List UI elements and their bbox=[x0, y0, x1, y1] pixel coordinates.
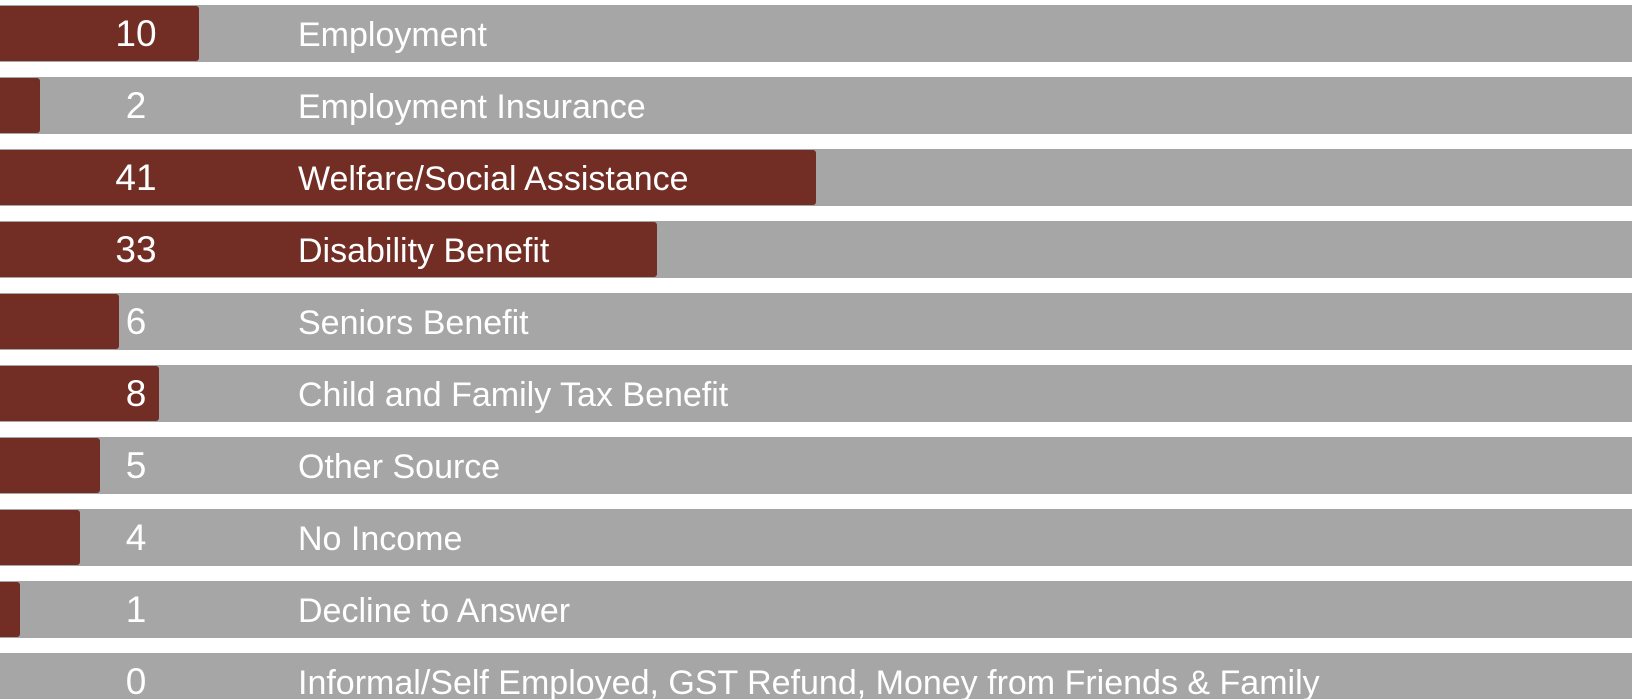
value-label: 33 bbox=[115, 229, 157, 270]
bar bbox=[0, 366, 159, 421]
bar bbox=[0, 438, 100, 493]
bar-row: 33 Disability Benefit bbox=[0, 221, 1632, 278]
value-label: 6 bbox=[125, 301, 147, 342]
category-label: Seniors Benefit bbox=[298, 304, 529, 342]
bar-row: 10 Employment bbox=[0, 5, 1632, 62]
category-label: Disability Benefit bbox=[298, 232, 550, 270]
bar bbox=[0, 6, 199, 61]
category-label: No Income bbox=[298, 520, 463, 558]
bar-track bbox=[0, 653, 1632, 699]
bar-row: 6 Seniors Benefit bbox=[0, 293, 1632, 350]
bar bbox=[0, 294, 119, 349]
value-label: 0 bbox=[125, 661, 147, 699]
bar-track bbox=[0, 77, 1632, 134]
bar-track bbox=[0, 5, 1632, 62]
bar-track bbox=[0, 293, 1632, 350]
bar-row: 0 Informal/Self Employed, GST Refund, Mon… bbox=[0, 653, 1632, 699]
bar-track bbox=[0, 581, 1632, 638]
bar-row: 5 Other Source bbox=[0, 437, 1632, 494]
bar-row: 1 Decline to Answer bbox=[0, 581, 1632, 638]
bar bbox=[0, 510, 80, 565]
value-label: 41 bbox=[115, 157, 157, 198]
category-label: Other Source bbox=[298, 448, 501, 486]
value-label: 2 bbox=[125, 85, 147, 126]
category-label: Decline to Answer bbox=[298, 592, 571, 630]
bar-row: 8 Child and Family Tax Benefit bbox=[0, 365, 1632, 422]
bar bbox=[0, 222, 657, 277]
value-label: 8 bbox=[125, 373, 147, 414]
category-label: Employment Insurance bbox=[298, 88, 646, 126]
category-label: Child and Family Tax Benefit bbox=[298, 376, 729, 414]
value-label: 1 bbox=[125, 589, 147, 630]
category-label: Employment bbox=[298, 16, 487, 54]
bar bbox=[0, 78, 40, 133]
value-label: 10 bbox=[115, 13, 157, 54]
value-label: 5 bbox=[125, 445, 147, 486]
value-label: 4 bbox=[125, 517, 147, 558]
bar-row: 41 Welfare/Social Assistance bbox=[0, 149, 1632, 206]
bar-row: 2 Employment Insurance bbox=[0, 77, 1632, 134]
bar-track bbox=[0, 437, 1632, 494]
category-label: Welfare/Social Assistance bbox=[298, 160, 689, 198]
bar-track bbox=[0, 365, 1632, 422]
bar-row: 4 No Income bbox=[0, 509, 1632, 566]
bar bbox=[0, 582, 20, 637]
bar-track bbox=[0, 509, 1632, 566]
bar bbox=[0, 150, 816, 205]
category-label: Informal/Self Employed, GST Refund, Mone… bbox=[298, 664, 1320, 699]
